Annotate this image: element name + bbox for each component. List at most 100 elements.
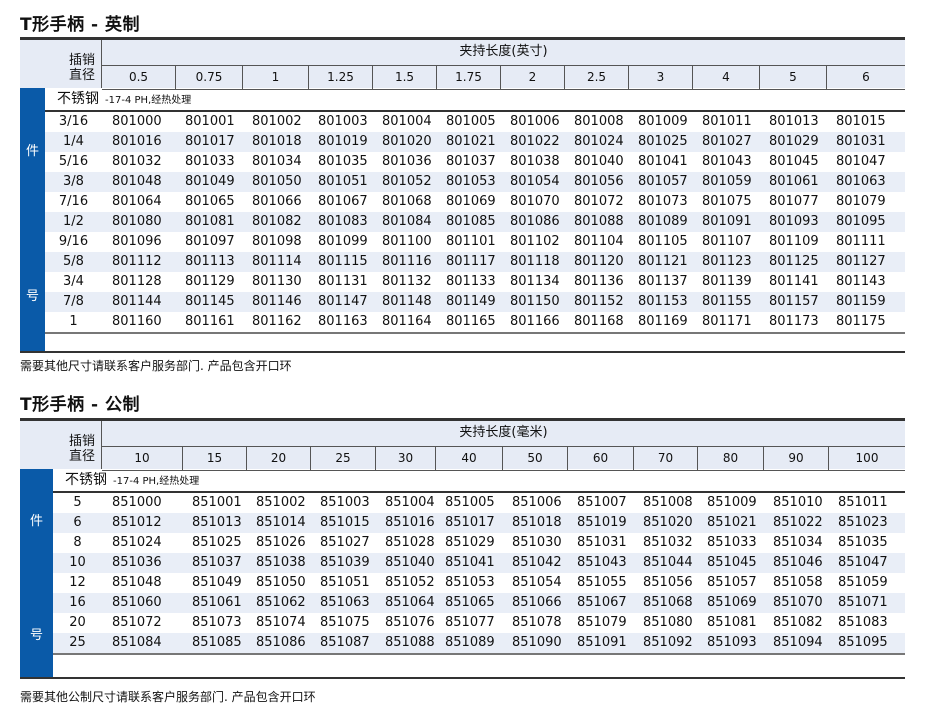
part-number-cell: 851051	[320, 575, 370, 590]
imperial-title: T形手柄 - 英制	[20, 15, 140, 35]
side-label-bottom: 号	[25, 289, 39, 304]
pin-diameter-cell: 3/8	[63, 174, 84, 189]
material-row: 不锈钢 -17-4 PH,经热处理	[45, 88, 905, 112]
column-header: 60	[567, 447, 633, 470]
part-number-cell: 851019	[577, 515, 627, 530]
part-number-cell: 851042	[512, 555, 562, 570]
pin-diameter-cell: 9/16	[58, 234, 89, 249]
part-number-cell: 851060	[112, 595, 162, 610]
part-number-cell: 801041	[638, 154, 688, 169]
part-number-cell: 801136	[574, 274, 624, 289]
part-number-cell: 801121	[638, 254, 688, 269]
part-number-cell: 851025	[192, 535, 242, 550]
table-row: 5/8 801112 801113 801114 801115 801116 801117 8…	[45, 252, 905, 272]
column-header: 30	[375, 447, 435, 470]
part-number-cell: 851037	[192, 555, 242, 570]
imperial-table: 插销 直径 夹持长度(英寸) 0.5 0.75 1 1.25 1.5 1.75 2 2.5 3 4 5 6 件…	[20, 37, 905, 353]
part-number-cell: 851039	[320, 555, 370, 570]
table-main: 不锈钢 -17-4 PH,经热处理 3/16 801000 801001 801002 80…	[45, 88, 905, 351]
part-number-cell: 801120	[574, 254, 624, 269]
part-number-cell: 801139	[702, 274, 752, 289]
part-number-cell: 801152	[574, 294, 624, 309]
part-number-cell: 851040	[385, 555, 435, 570]
part-number-cell: 801173	[769, 314, 819, 329]
part-number-cell: 801067	[318, 194, 368, 209]
part-number-cell: 851077	[445, 615, 495, 630]
column-header: 1.5	[372, 66, 436, 89]
part-number-cell: 851059	[838, 575, 888, 590]
table-row: 1/4 801016 801017 801018 801019 801020 801021 8…	[45, 132, 905, 152]
part-number-cell: 801022	[510, 134, 560, 149]
table-row: 3/8 801048 801049 801050 801051 801052 801053 8…	[45, 172, 905, 192]
part-number-cell: 801107	[702, 234, 752, 249]
material-note: -17-4 PH,经热处理	[113, 476, 200, 487]
side-label-top: 件	[29, 514, 43, 529]
part-number-cell: 851012	[112, 515, 162, 530]
part-number-cell: 851034	[773, 535, 823, 550]
data-rows: 5 851000 851001 851002 851003 851004 851005 851…	[53, 493, 905, 653]
pin-diameter-cell: 7/16	[58, 194, 89, 209]
part-number-cell: 801162	[252, 314, 302, 329]
column-header: 4	[692, 66, 759, 89]
part-number-cell: 801036	[382, 154, 432, 169]
table-row: 16 851060 851061 851062 851063 851064 851065 85…	[53, 593, 905, 613]
part-number-cell: 851001	[192, 495, 242, 510]
material-name: 不锈钢	[57, 91, 99, 107]
part-number-cell: 801048	[112, 174, 162, 189]
part-number-cell: 801144	[112, 294, 162, 309]
table-end-spacer	[45, 332, 905, 351]
part-number-cell: 851080	[643, 615, 693, 630]
part-number-cell: 801049	[185, 174, 235, 189]
table-row: 10 851036 851037 851038 851039 851040 851041 85…	[53, 553, 905, 573]
part-number-cell: 851075	[320, 615, 370, 630]
part-number-cell: 801161	[185, 314, 235, 329]
pin-diameter-cell: 5/16	[58, 154, 89, 169]
part-number-cell: 851047	[838, 555, 888, 570]
part-number-cell: 801072	[574, 194, 624, 209]
part-number-cell: 851093	[707, 635, 757, 650]
part-number-cell: 851052	[385, 575, 435, 590]
table-row: 1/2 801080 801081 801082 801083 801084 801085 8…	[45, 212, 905, 232]
part-number-cell: 851007	[577, 495, 627, 510]
part-number-cell: 851027	[320, 535, 370, 550]
column-header: 1.75	[436, 66, 500, 89]
pin-diameter-cell: 8	[73, 535, 82, 550]
pin-diameter-cell: 5	[73, 495, 82, 510]
part-number-cell: 801009	[638, 114, 688, 129]
column-header: 90	[763, 447, 828, 470]
part-number-cell: 801066	[252, 194, 302, 209]
part-number-cell: 801086	[510, 214, 560, 229]
part-number-cell: 851085	[192, 635, 242, 650]
part-number-cell: 851020	[643, 515, 693, 530]
side-label-top: 件	[25, 144, 39, 159]
column-headers: 10 15 20 25 30 40 50 60 70 80 90 100	[102, 446, 905, 471]
table-header: 插销 直径 夹持长度(英寸) 0.5 0.75 1 1.25 1.5 1.75 2 2.5 3 4 5 6	[20, 40, 905, 90]
part-number-cell: 801123	[702, 254, 752, 269]
part-number-cell: 851021	[707, 515, 757, 530]
part-number-cell: 801024	[574, 134, 624, 149]
part-number-cell: 801016	[112, 134, 162, 149]
part-number-cell: 851032	[643, 535, 693, 550]
column-header: 5	[759, 66, 826, 89]
part-number-cell: 801065	[185, 194, 235, 209]
part-number-cell: 801116	[382, 254, 432, 269]
column-header: 1.25	[308, 66, 372, 89]
part-number-cell: 801000	[112, 114, 162, 129]
part-number-cell: 801102	[510, 234, 560, 249]
part-number-cell: 851071	[838, 595, 888, 610]
part-number-cell: 801137	[638, 274, 688, 289]
part-number-cell: 851056	[643, 575, 693, 590]
column-header: 20	[246, 447, 310, 470]
part-number-cell: 801089	[638, 214, 688, 229]
part-number-cell: 801155	[702, 294, 752, 309]
part-number-cell: 801073	[638, 194, 688, 209]
table-row: 12 851048 851049 851050 851051 851052 851053 85…	[53, 573, 905, 593]
part-number-cell: 801038	[510, 154, 560, 169]
column-header: 25	[310, 447, 375, 470]
clamp-length-header: 夹持长度(英寸)	[459, 44, 548, 59]
part-number-cell: 851089	[445, 635, 495, 650]
part-number-cell: 801153	[638, 294, 688, 309]
part-number-cell: 801091	[702, 214, 752, 229]
part-number-cell: 801160	[112, 314, 162, 329]
part-number-cell: 801131	[318, 274, 368, 289]
